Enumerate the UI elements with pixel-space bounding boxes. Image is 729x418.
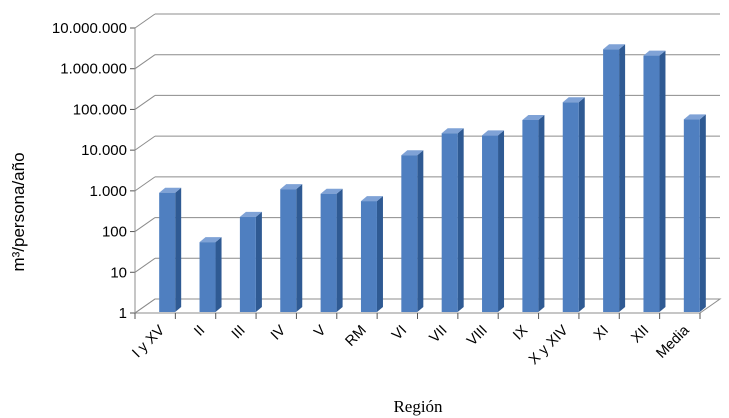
bar-front	[320, 193, 337, 312]
bar-front	[401, 155, 418, 312]
gridline-depth	[134, 13, 156, 29]
x-tick-label: VI	[389, 323, 410, 344]
bar	[683, 114, 706, 312]
x-tick-label: I y XV	[129, 322, 168, 361]
gridline-depth	[134, 95, 156, 110]
y-tick-label: 10.000.000	[52, 20, 127, 37]
bar-top	[603, 44, 626, 50]
bar-side	[699, 114, 706, 312]
bar-side	[175, 187, 182, 312]
bar-front	[522, 119, 539, 313]
x-tick-label: VII	[427, 323, 451, 347]
gridline-depth	[134, 217, 156, 232]
bar-front	[441, 133, 458, 312]
x-tick-label: II	[191, 323, 208, 340]
x-tick-label: XI	[591, 323, 612, 344]
bar-top	[280, 184, 303, 190]
bar	[159, 187, 182, 312]
x-tick-label: III	[229, 323, 249, 343]
bar-top	[482, 130, 505, 136]
bar-side	[417, 150, 424, 312]
bar-top	[159, 187, 182, 193]
y-tick-label: 100	[102, 224, 127, 241]
y-tick-label: 10.000	[81, 142, 127, 159]
gridline-depth	[134, 257, 156, 273]
gridline-depth	[134, 54, 156, 70]
bar-top	[441, 128, 464, 134]
x-axis-title: Región	[393, 397, 443, 416]
bar-side	[659, 50, 666, 312]
y-tick-label: 10	[110, 264, 127, 281]
bar-top	[199, 237, 222, 243]
x-tick-label: VIII	[464, 323, 491, 350]
bar-side	[215, 237, 222, 312]
bar-front	[482, 135, 499, 312]
bar-side	[578, 97, 585, 312]
bar-front	[360, 201, 377, 312]
x-tick-label: X y XIV	[526, 322, 572, 368]
bar-front	[683, 119, 700, 312]
bar-side	[336, 188, 343, 312]
bar-top	[320, 188, 343, 194]
bar-side	[255, 211, 262, 312]
bar	[320, 188, 343, 312]
bar	[239, 211, 262, 312]
gridline-depth	[134, 176, 156, 192]
bar	[441, 128, 464, 312]
bar-front	[643, 55, 660, 312]
y-tick-label: 1	[119, 305, 127, 322]
bar	[360, 196, 383, 312]
x-tick-label: RM	[343, 323, 370, 350]
y-tick-label: 1.000	[89, 183, 127, 200]
bar-layer	[159, 44, 706, 313]
gridline-depth	[134, 135, 156, 151]
x-tick-label: Media	[653, 322, 693, 362]
y-tick-label: 100.000	[73, 101, 127, 118]
bar-front	[239, 216, 256, 312]
bar-side	[457, 128, 464, 312]
bar-side	[498, 130, 505, 312]
grid-layer	[133, 13, 722, 314]
bar-side	[538, 114, 545, 313]
bar	[482, 130, 505, 312]
bar	[199, 237, 222, 312]
bar-front	[562, 102, 579, 312]
bar-side	[376, 196, 383, 312]
y-axis-title: m³/persona/año	[9, 152, 28, 271]
floor	[133, 298, 722, 314]
bar	[401, 150, 424, 312]
bar-top	[643, 50, 666, 56]
bar-top	[360, 196, 383, 202]
bar	[643, 50, 666, 312]
bar-top	[522, 114, 545, 120]
bar-front	[159, 192, 176, 312]
x-tick-label: XII	[628, 323, 652, 347]
bar-side	[296, 184, 303, 312]
bar-side	[619, 44, 626, 312]
bar	[280, 184, 303, 312]
bar-top	[401, 150, 424, 156]
y-tick-label: 1.000.000	[60, 61, 127, 78]
bar-front	[603, 49, 620, 312]
axis-layer: 1 10 100 1.000 10.000 100.000 1.000.000 10.000.…	[52, 20, 701, 368]
x-tick-label: V	[311, 322, 329, 340]
bar	[562, 97, 585, 312]
bar-top	[562, 97, 585, 103]
bar	[522, 114, 545, 313]
x-tick-label: IX	[510, 322, 531, 343]
x-tick-label: IV	[268, 322, 289, 343]
bar-top	[239, 211, 262, 217]
bar-front	[199, 242, 216, 312]
bar	[603, 44, 626, 312]
bar-front	[280, 189, 297, 312]
bar-top	[683, 114, 706, 120]
